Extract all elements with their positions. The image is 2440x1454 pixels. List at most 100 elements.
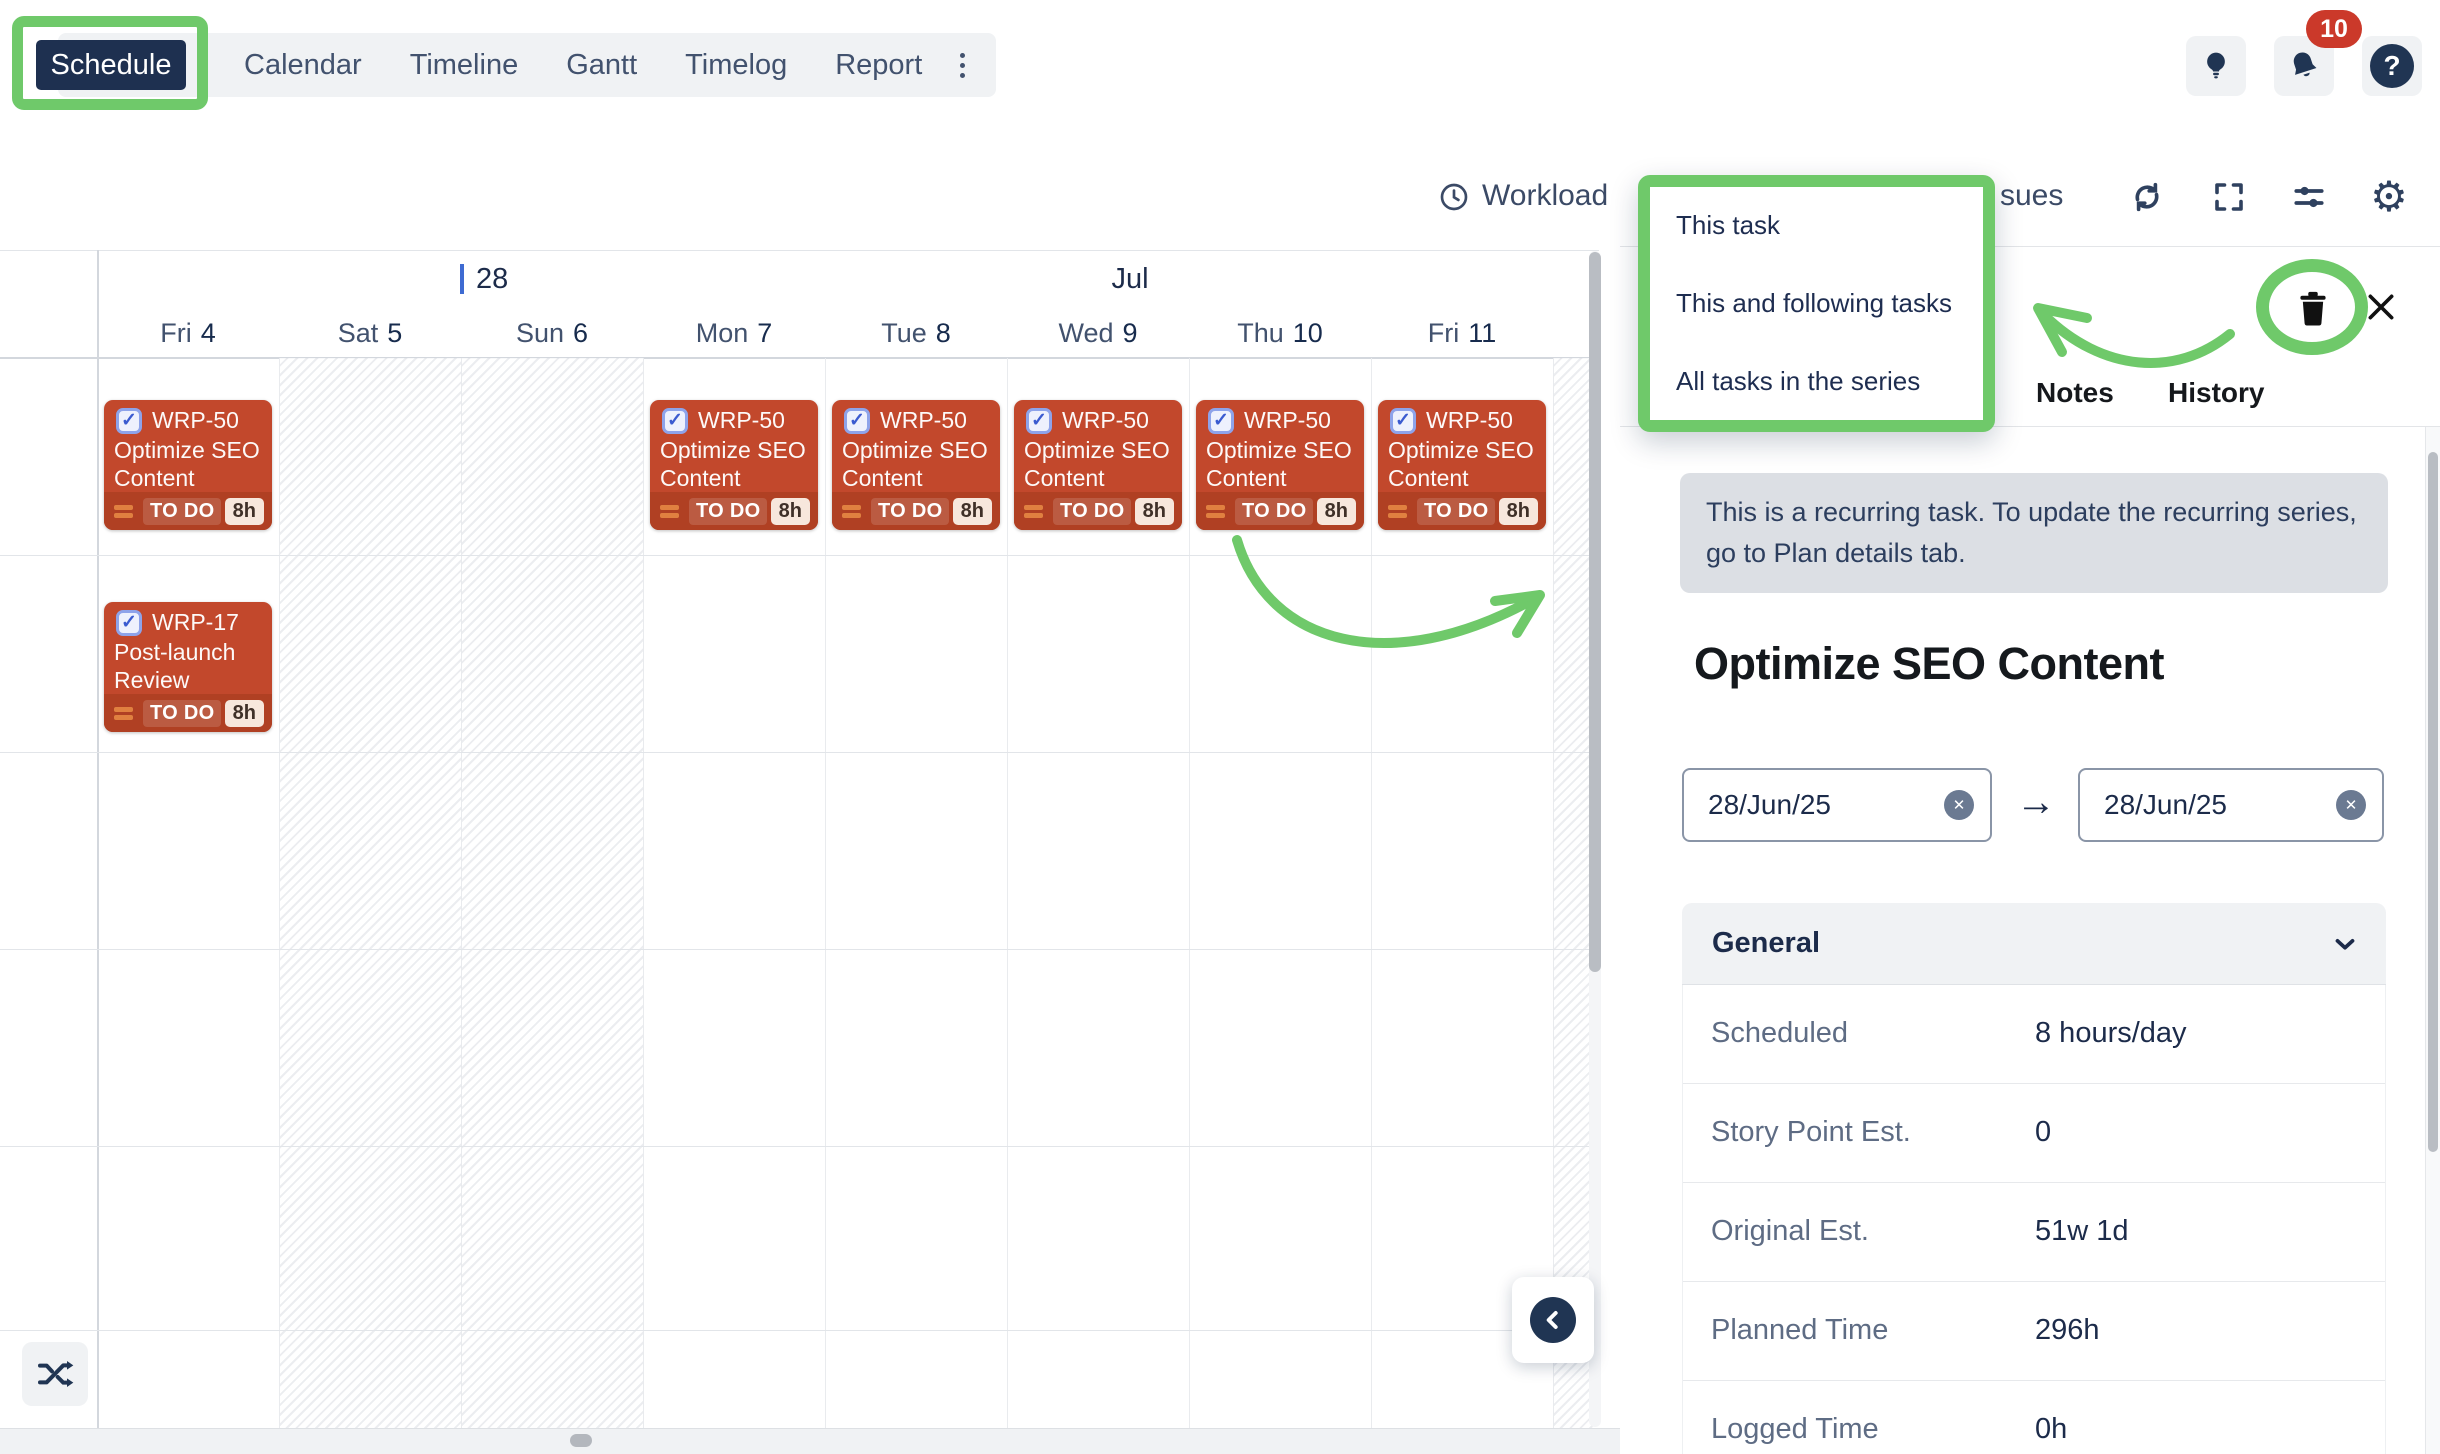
task-card-footer: TO DO 8h [104,492,272,530]
issues-label-partial[interactable]: sues [2000,179,2064,212]
field-value[interactable]: 51w 1d [2035,1215,2129,1247]
shuffle-button[interactable] [22,1342,88,1406]
sliders-icon [2290,178,2328,216]
task-status-badge: TO DO [143,497,222,525]
task-key: WRP-50 [1062,407,1149,433]
column-gridline [643,358,644,1428]
tab-schedule[interactable]: Schedule [36,40,186,90]
gutter-border [97,250,99,1428]
more-tabs-button[interactable] [946,52,979,78]
day-header-thu10[interactable]: Thu 10 [1189,314,1371,352]
task-card-footer: TO DO 8h [104,694,272,732]
day-header-wed9[interactable]: Wed 9 [1007,314,1189,352]
calendar-hscrollbar-thumb[interactable] [570,1434,592,1447]
priority-medium-icon [660,504,679,518]
start-date-field[interactable]: 28/Jun/25 ✕ [1682,768,1992,842]
task-key: WRP-50 [698,407,785,433]
day-header-sun6[interactable]: Sun 6 [461,314,643,352]
tab-timeline[interactable]: Timeline [409,49,519,81]
refresh-button[interactable] [2126,176,2168,218]
calendar-vscrollbar-thumb[interactable] [1589,252,1601,972]
chevron-left-icon [1530,1297,1576,1343]
weekend-hatch [279,358,461,1428]
fullscreen-button[interactable] [2208,176,2250,218]
task-type-checkbox-icon: ✓ [844,407,870,434]
field-label: Story Point Est. [1711,1116,1911,1148]
help-button[interactable]: ? [2362,36,2422,96]
task-card[interactable]: ✓ WRP-50 Optimize SEO Content TO DO 8h [832,400,1000,530]
fullscreen-icon [2211,179,2247,215]
tab-notes[interactable]: Notes [2036,377,2114,408]
day-header-sat5[interactable]: Sat 5 [279,314,461,352]
task-card[interactable]: ✓ WRP-50 Optimize SEO Content TO DO 8h [650,400,818,530]
menu-item-2[interactable]: All tasks in the series [1676,365,1921,396]
tab-report[interactable]: Report [835,49,923,81]
collapse-panel-button[interactable] [1512,1277,1594,1363]
filter-settings-button[interactable] [2288,176,2330,218]
task-card[interactable]: ✓ WRP-50 Optimize SEO Content TO DO 8h [1378,400,1546,530]
hint-button[interactable] [2186,36,2246,96]
column-gridline [1553,358,1554,1428]
chevron-down-icon [2335,938,2355,950]
field-label: Planned Time [1711,1314,1889,1346]
day-header-tue8[interactable]: Tue 8 [825,314,1007,352]
task-type-checkbox-icon: ✓ [1026,407,1052,434]
day-header-fri4[interactable]: Fri 4 [97,314,279,352]
task-card-header: ✓ WRP-50 [1026,407,1172,434]
settings-button[interactable]: ⚙ [2368,176,2410,218]
week-number: 28 [476,263,509,295]
task-title-text: Optimize SEO Content [1388,437,1534,491]
field-value[interactable]: 0 [2035,1116,2052,1148]
field-label: Logged Time [1711,1413,1879,1445]
close-panel-button[interactable] [2364,290,2398,324]
weekday-label: Thu [1237,317,1284,348]
column-gridline [461,358,462,1428]
lightbulb-icon [2199,49,2233,83]
question-mark-icon: ? [2370,44,2414,88]
day-header-fri11[interactable]: Fri 11 [1371,314,1553,352]
task-card-footer: TO DO 8h [650,492,818,530]
task-card[interactable]: ✓ WRP-50 Optimize SEO Content TO DO 8h [104,400,272,530]
clear-start-date-icon[interactable]: ✕ [1944,790,1974,820]
task-status-badge: TO DO [1417,497,1496,525]
weekday-label: Sun [515,317,564,348]
tab-timelog[interactable]: Timelog [685,49,788,81]
general-fields-list: Scheduled 8 hours/day Story Point Est. 0 Ori… [1682,985,2386,1454]
task-key: WRP-50 [1426,407,1513,433]
end-date-value: 28/Jun/25 [2104,789,2227,820]
field-value[interactable]: 8 hours/day [2035,1017,2187,1049]
row-gridline [0,752,1599,753]
task-key: WRP-17 [152,609,239,635]
task-estimate-badge: 8h [770,497,810,525]
task-card[interactable]: ✓ WRP-50 Optimize SEO Content TO DO 8h [1196,400,1364,530]
notifications-button[interactable] [2274,36,2334,96]
panel-scrollbar-thumb[interactable] [2428,452,2438,1152]
menu-item-0[interactable]: This task [1676,210,1781,241]
day-number: 9 [1122,317,1138,348]
notification-count-badge: 10 [2306,10,2362,48]
tab-calendar[interactable]: Calendar [244,49,362,81]
weekday-label: Sat [337,317,379,348]
row-gridline [0,949,1599,950]
general-section-header[interactable]: General [1682,903,2386,985]
tab-gantt[interactable]: Gantt [566,49,638,81]
task-type-checkbox-icon: ✓ [1208,407,1234,434]
field-row-story-point-est-: Story Point Est. 0 [1683,1084,2385,1183]
task-status-badge: TO DO [143,699,222,727]
column-gridline [1189,358,1190,1428]
field-value[interactable]: 0h [2035,1413,2068,1445]
clear-end-date-icon[interactable]: ✕ [2336,790,2366,820]
end-date-field[interactable]: 28/Jun/25 ✕ [2078,768,2384,842]
task-title-text: Optimize SEO Content [114,437,260,491]
menu-item-1[interactable]: This and following tasks [1676,287,1953,318]
row-gridline [0,1146,1599,1147]
task-card[interactable]: ✓ WRP-50 Optimize SEO Content TO DO 8h [1014,400,1182,530]
field-label: Original Est. [1711,1215,1869,1247]
workload-toggle[interactable]: Workload [1482,179,1609,212]
task-card[interactable]: ✓ WRP-17 Post-launch Review TO DO 8h [104,602,272,732]
weekday-label: Mon [695,317,749,348]
task-card-header: ✓ WRP-50 [116,407,262,434]
tab-history[interactable]: History [2168,377,2265,408]
field-value[interactable]: 296h [2035,1314,2100,1346]
day-header-mon7[interactable]: Mon 7 [643,314,825,352]
